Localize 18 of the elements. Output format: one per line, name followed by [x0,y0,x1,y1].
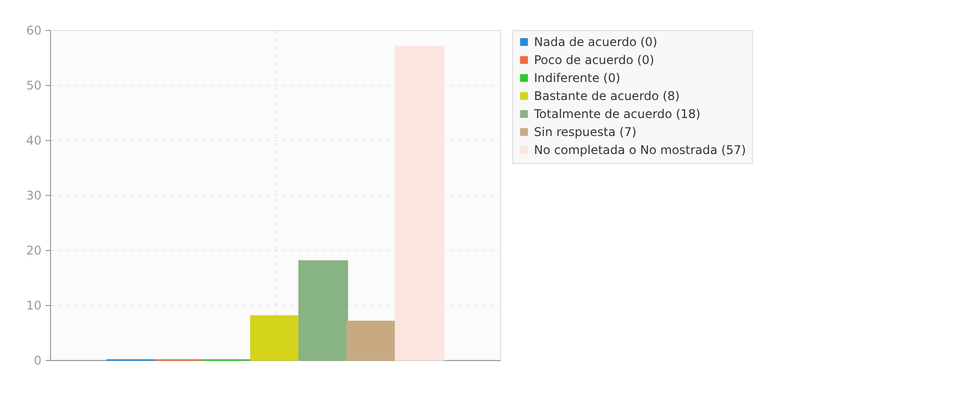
y-tick-label: 20 [26,244,42,258]
y-tick-label: 60 [26,24,42,38]
legend-label: Totalmente de acuerdo (18) [533,107,700,121]
legend-label: Poco de acuerdo (0) [534,53,654,67]
bar [298,260,348,361]
legend-label: Nada de acuerdo (0) [534,35,658,49]
bar [394,46,444,361]
legend-label: Bastante de acuerdo (8) [534,89,680,103]
y-tick-label: 0 [34,354,42,368]
legend-label: Sin respuesta (7) [534,125,636,139]
y-tick-label: 10 [26,298,42,312]
legend-label: Indiferente (0) [534,71,620,85]
legend-label: No completada o No mostrada (57) [534,143,746,157]
bar [346,320,396,361]
y-tick-label: 30 [26,188,42,202]
y-tick-label: 50 [26,78,42,92]
y-tick-label: 40 [26,134,42,148]
bar [250,315,300,361]
